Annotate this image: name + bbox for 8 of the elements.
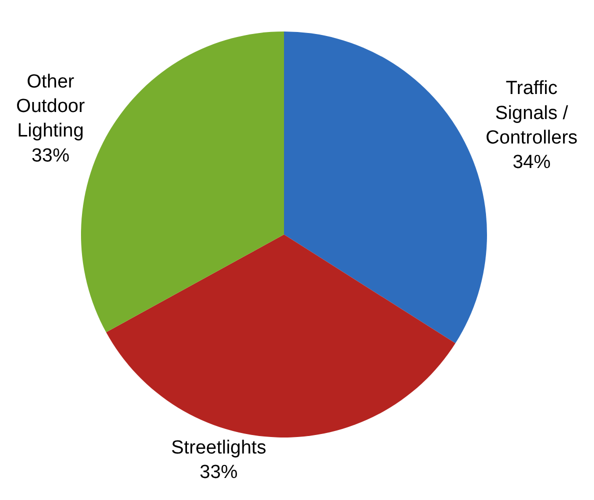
data-label: 34% (512, 152, 551, 174)
slice-label: Other Outdoor Lighting (16, 71, 86, 142)
slice-label: Streetlights (171, 437, 266, 458)
data-label: 33% (200, 462, 238, 484)
data-label: 33% (31, 145, 70, 166)
slice-label: Traffic Signals / Controllers (486, 78, 578, 149)
pie-slice (106, 234, 456, 438)
pie-slice (284, 32, 487, 344)
